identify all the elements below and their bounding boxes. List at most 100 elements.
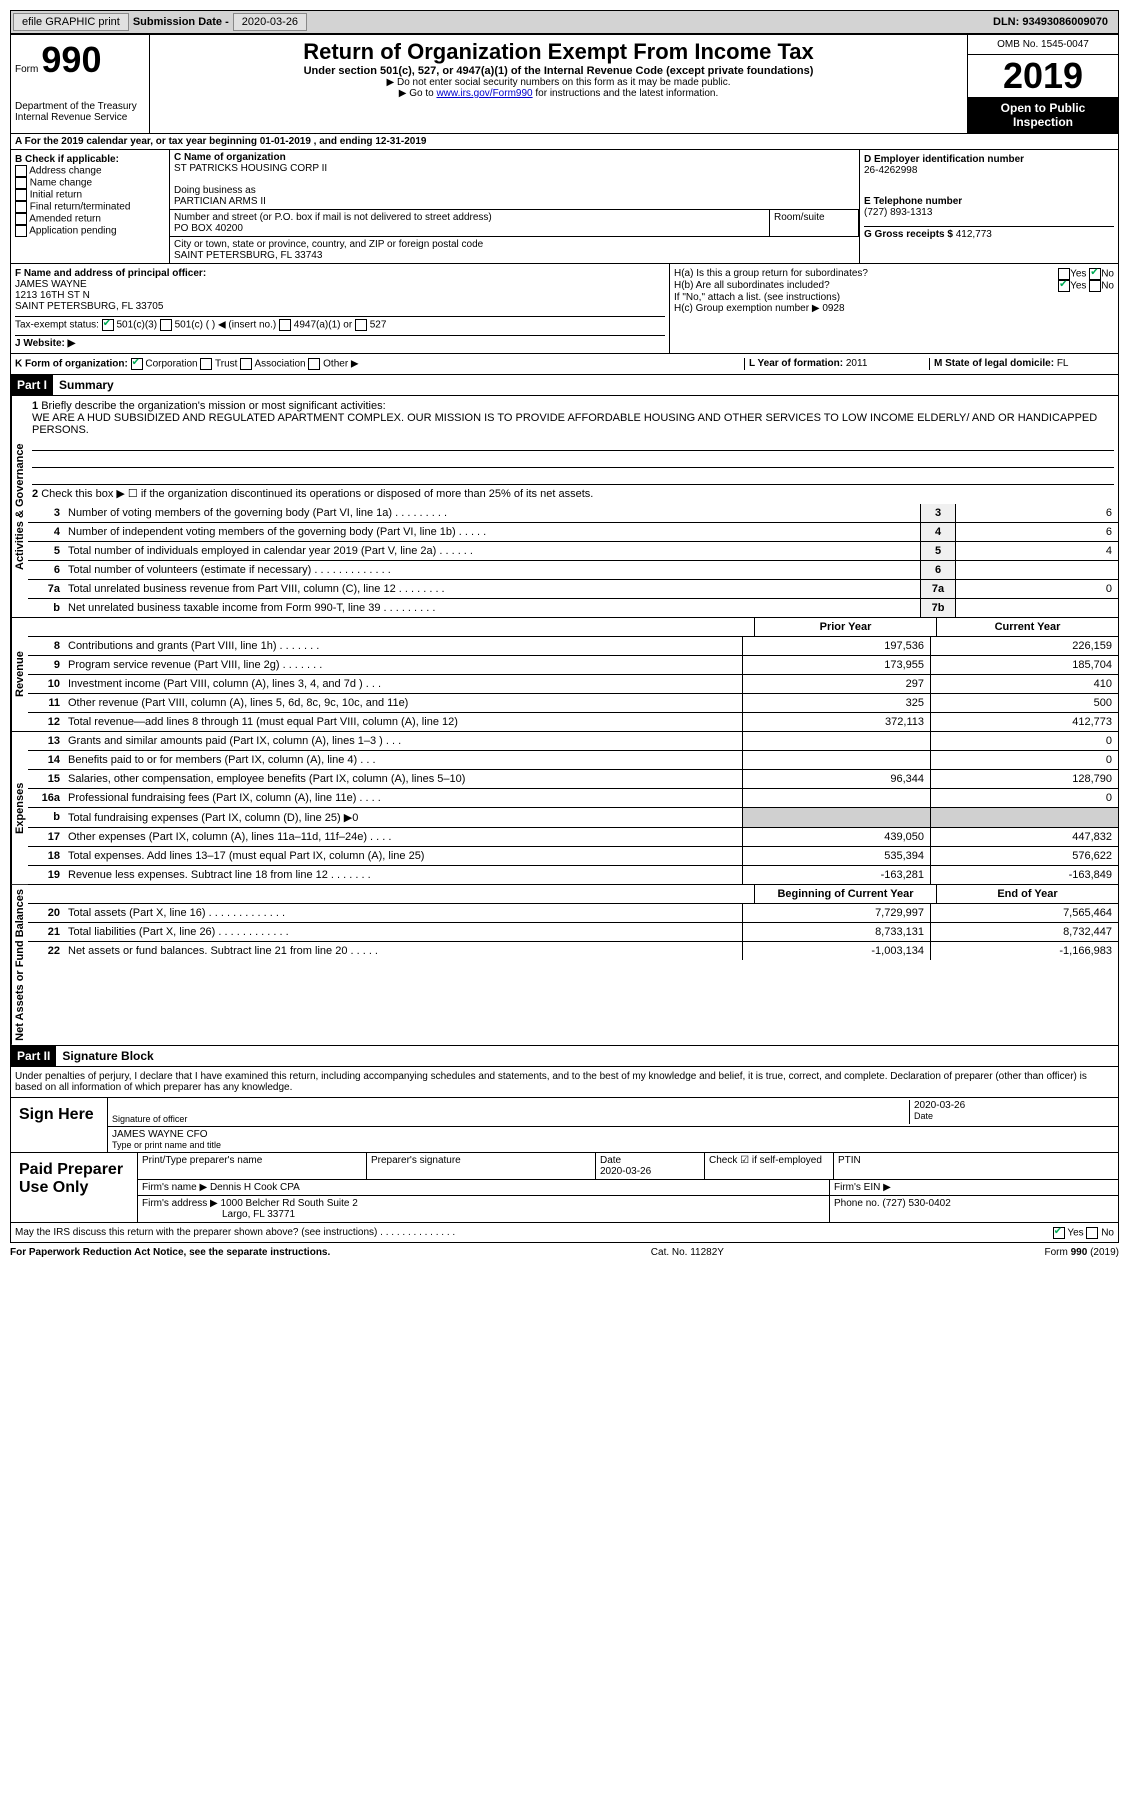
officer-name-title: JAMES WAYNE CFO bbox=[112, 1129, 1114, 1140]
addr-value: PO BOX 40200 bbox=[174, 223, 765, 234]
col-d: D Employer identification number 26-4262… bbox=[859, 150, 1118, 263]
m-label: M State of legal domicile: bbox=[934, 358, 1057, 369]
footer-center: Cat. No. 11282Y bbox=[651, 1247, 724, 1258]
discuss-row: May the IRS discuss this return with the… bbox=[10, 1223, 1119, 1243]
governance-label: Activities & Governance bbox=[11, 396, 28, 617]
line-row: 13Grants and similar amounts paid (Part … bbox=[28, 732, 1118, 751]
c-name-label: C Name of organization bbox=[174, 152, 855, 163]
cb-527[interactable] bbox=[355, 319, 367, 331]
line-row: 9Program service revenue (Part VIII, lin… bbox=[28, 656, 1118, 675]
section-a: A For the 2019 calendar year, or tax yea… bbox=[10, 134, 1119, 150]
sign-here-row: Sign Here Signature of officer 2020-03-2… bbox=[10, 1098, 1119, 1153]
cb-name-change[interactable]: Name change bbox=[15, 177, 165, 189]
firm-addr2: Largo, FL 33771 bbox=[222, 1209, 295, 1220]
form-title: Return of Organization Exempt From Incom… bbox=[154, 39, 963, 65]
hc-label: H(c) Group exemption number ▶ bbox=[674, 303, 820, 314]
sig-date: 2020-03-26 bbox=[914, 1100, 1114, 1111]
footer-right: Form 990 (2019) bbox=[1045, 1247, 1119, 1258]
paid-preparer-row: Paid Preparer Use Only Print/Type prepar… bbox=[10, 1153, 1119, 1223]
form-label: Form bbox=[15, 64, 38, 75]
firm-phone-label: Phone no. bbox=[834, 1198, 882, 1209]
expenses-section: Expenses 13Grants and similar amounts pa… bbox=[10, 732, 1119, 885]
instructions-link[interactable]: www.irs.gov/Form990 bbox=[436, 88, 532, 99]
footer-left: For Paperwork Reduction Act Notice, see … bbox=[10, 1247, 330, 1258]
submission-date-button[interactable]: 2020-03-26 bbox=[233, 13, 307, 31]
prep-name-label: Print/Type preparer's name bbox=[142, 1155, 362, 1166]
m-value: FL bbox=[1057, 358, 1069, 369]
cb-discuss-yes[interactable] bbox=[1053, 1227, 1065, 1239]
part2-bar: Part II Signature Block bbox=[10, 1046, 1119, 1067]
line2-text: Check this box ▶ ☐ if the organization d… bbox=[41, 488, 593, 500]
dept-text: Department of the Treasury Internal Reve… bbox=[15, 101, 145, 123]
sig-label: Signature of officer bbox=[112, 1114, 909, 1124]
check-if-self: Check ☑ if self-employed bbox=[705, 1153, 834, 1179]
ha-label: H(a) Is this a group return for subordin… bbox=[674, 268, 868, 280]
cb-501c3[interactable] bbox=[102, 319, 114, 331]
line-row: 21Total liabilities (Part X, line 26) . … bbox=[28, 923, 1118, 942]
firm-phone: (727) 530-0402 bbox=[882, 1198, 950, 1209]
cb-amended[interactable]: Amended return bbox=[15, 213, 165, 225]
footer: For Paperwork Reduction Act Notice, see … bbox=[10, 1243, 1119, 1262]
col-c: C Name of organization ST PATRICKS HOUSI… bbox=[170, 150, 859, 263]
form-subtitle: Under section 501(c), 527, or 4947(a)(1)… bbox=[154, 65, 963, 77]
netassets-label: Net Assets or Fund Balances bbox=[11, 885, 28, 1045]
line-row: 20Total assets (Part X, line 16) . . . .… bbox=[28, 904, 1118, 923]
part1-bar: Part I Summary bbox=[10, 375, 1119, 396]
cb-address-change[interactable]: Address change bbox=[15, 165, 165, 177]
officer-name: JAMES WAYNE bbox=[15, 279, 665, 290]
f-label: F Name and address of principal officer: bbox=[15, 268, 206, 279]
line-row: 7aTotal unrelated business revenue from … bbox=[28, 580, 1118, 599]
cb-discuss-no[interactable] bbox=[1086, 1227, 1098, 1239]
beginning-year-header: Beginning of Current Year bbox=[754, 885, 936, 903]
ein-label: D Employer identification number bbox=[864, 154, 1114, 165]
cb-corp[interactable] bbox=[131, 358, 143, 370]
officer-addr1: 1213 16TH ST N bbox=[15, 290, 665, 301]
line-row: 22Net assets or fund balances. Subtract … bbox=[28, 942, 1118, 960]
discuss-text: May the IRS discuss this return with the… bbox=[15, 1227, 455, 1238]
cb-ha-no[interactable] bbox=[1089, 268, 1101, 280]
end-year-header: End of Year bbox=[936, 885, 1118, 903]
line-row: 10Investment income (Part VIII, column (… bbox=[28, 675, 1118, 694]
cb-501c[interactable] bbox=[160, 319, 172, 331]
line-row: 18Total expenses. Add lines 13–17 (must … bbox=[28, 847, 1118, 866]
line-row: 8Contributions and grants (Part VIII, li… bbox=[28, 637, 1118, 656]
cb-assoc[interactable] bbox=[240, 358, 252, 370]
ein-value: 26-4262998 bbox=[864, 165, 1114, 176]
firm-name: Dennis H Cook CPA bbox=[210, 1182, 300, 1193]
prep-date-label: Date bbox=[600, 1155, 700, 1166]
line-row: 15Salaries, other compensation, employee… bbox=[28, 770, 1118, 789]
part2-title: Signature Block bbox=[56, 1046, 159, 1066]
l-label: L Year of formation: bbox=[749, 358, 846, 369]
dba-label: Doing business as bbox=[174, 185, 855, 196]
firm-name-label: Firm's name ▶ bbox=[142, 1182, 207, 1193]
cb-4947[interactable] bbox=[279, 319, 291, 331]
i-label: Tax-exempt status: bbox=[15, 320, 99, 331]
header-right: OMB No. 1545-0047 2019 Open to Public In… bbox=[967, 35, 1118, 133]
efile-button[interactable]: efile GRAPHIC print bbox=[13, 13, 129, 31]
line-row: 3Number of voting members of the governi… bbox=[28, 504, 1118, 523]
receipts: G Gross receipts $ 412,773 bbox=[864, 226, 1114, 240]
cb-pending[interactable]: Application pending bbox=[15, 225, 165, 237]
note2: ▶ Go to www.irs.gov/Form990 for instruct… bbox=[154, 88, 963, 99]
line-row: 19Revenue less expenses. Subtract line 1… bbox=[28, 866, 1118, 884]
line-row: 12Total revenue—add lines 8 through 11 (… bbox=[28, 713, 1118, 731]
submission-label: Submission Date - bbox=[133, 16, 229, 28]
firm-ein-label: Firm's EIN ▶ bbox=[830, 1180, 1118, 1195]
prep-sig-label: Preparer's signature bbox=[371, 1155, 591, 1166]
cb-final-return[interactable]: Final return/terminated bbox=[15, 201, 165, 213]
city-label: City or town, state or province, country… bbox=[174, 239, 855, 250]
line-row: 14Benefits paid to or for members (Part … bbox=[28, 751, 1118, 770]
officer-addr2: SAINT PETERSBURG, FL 33705 bbox=[15, 301, 665, 312]
hb-label: H(b) Are all subordinates included? bbox=[674, 280, 830, 292]
cb-other[interactable] bbox=[308, 358, 320, 370]
prior-year-header: Prior Year bbox=[754, 618, 936, 636]
cb-hb-yes[interactable] bbox=[1058, 280, 1070, 292]
cb-hb-no[interactable] bbox=[1089, 280, 1101, 292]
k-label: K Form of organization: bbox=[15, 359, 128, 370]
line-row: 4Number of independent voting members of… bbox=[28, 523, 1118, 542]
row-bcd: B Check if applicable: Address change Na… bbox=[10, 150, 1119, 264]
officer-label: Type or print name and title bbox=[112, 1140, 1114, 1150]
line-row: 5Total number of individuals employed in… bbox=[28, 542, 1118, 561]
cb-trust[interactable] bbox=[200, 358, 212, 370]
cb-initial-return[interactable]: Initial return bbox=[15, 189, 165, 201]
